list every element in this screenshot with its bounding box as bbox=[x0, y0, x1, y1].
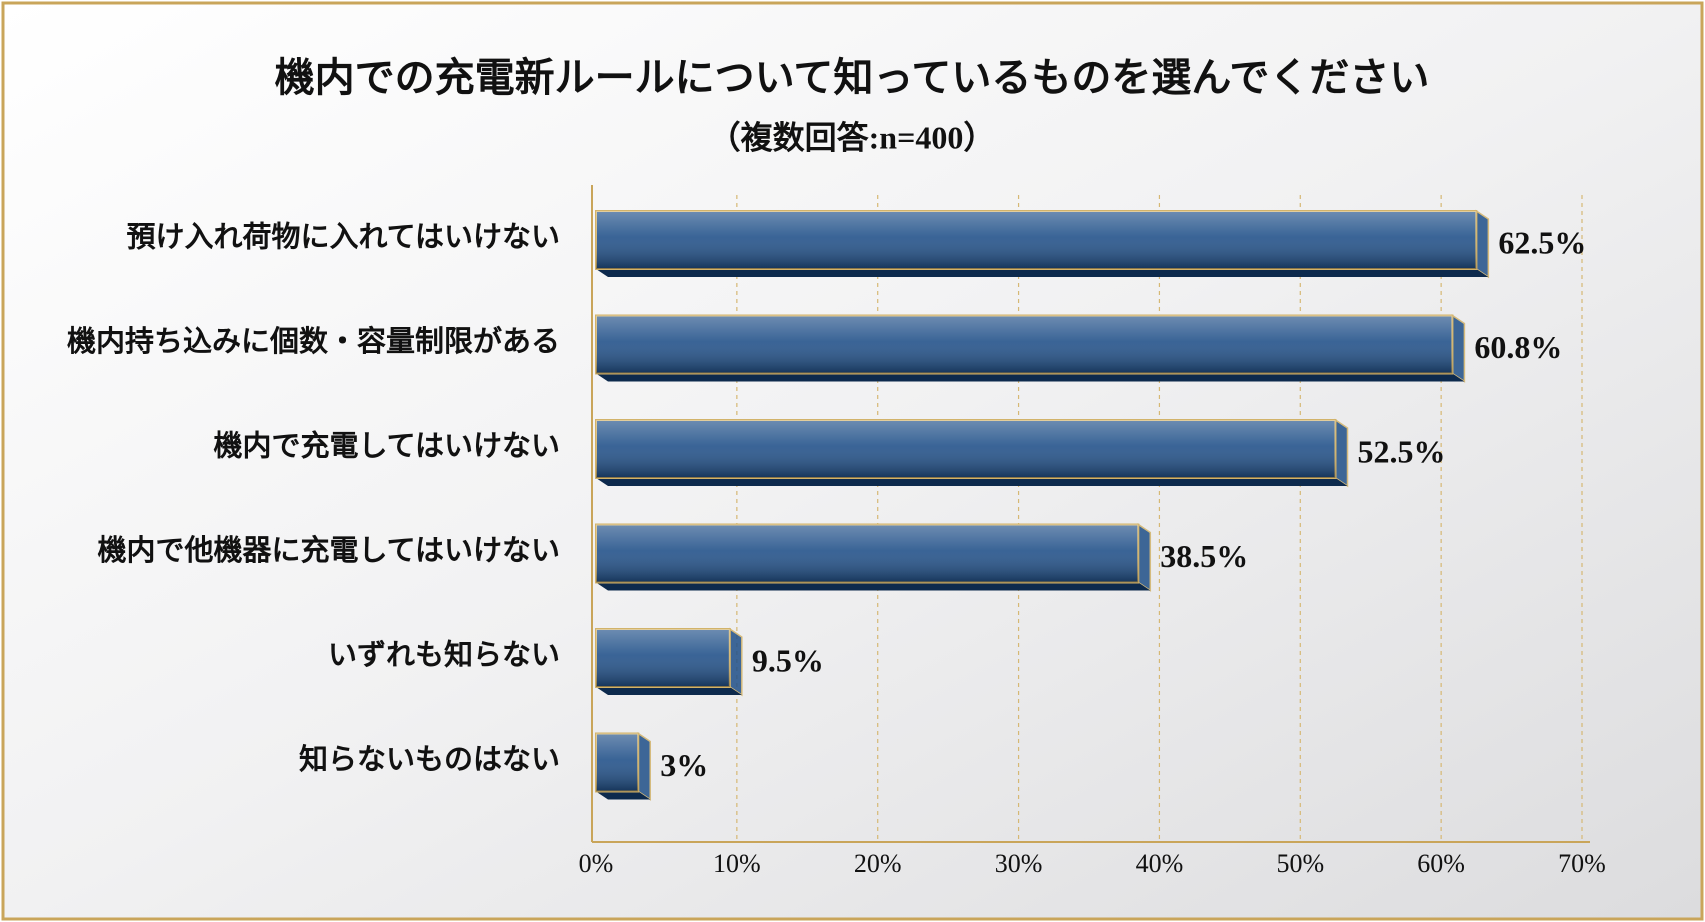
value-label: 38.5% bbox=[1160, 538, 1248, 574]
bar-depth bbox=[729, 627, 743, 697]
bar-depth bbox=[1137, 523, 1152, 592]
bar-depth bbox=[1475, 209, 1490, 279]
bar-bottom bbox=[596, 582, 1151, 591]
bar-shine bbox=[596, 524, 1139, 583]
y-tick-label: 機内持ち込みに個数・容量制限がある bbox=[67, 324, 560, 358]
value-label: 52.5% bbox=[1358, 433, 1446, 469]
x-tick-label: 20% bbox=[854, 849, 902, 878]
bar-bottom bbox=[596, 791, 651, 800]
y-tick-label: 預け入れ荷物に入れてはいけない bbox=[126, 221, 560, 254]
bar-depth bbox=[637, 732, 652, 801]
y-tick-label: 機内で他機器に充電してはいけない bbox=[97, 534, 560, 567]
y-tick-label: 知らないものはない bbox=[299, 742, 560, 776]
x-tick-label: 60% bbox=[1417, 849, 1465, 878]
bar-shine bbox=[596, 629, 730, 687]
bar-shine bbox=[596, 420, 1336, 478]
value-label: 62.5% bbox=[1498, 224, 1586, 260]
bar-bottom bbox=[596, 373, 1465, 382]
bar-shine bbox=[596, 315, 1453, 374]
value-label: 60.8% bbox=[1474, 329, 1562, 365]
y-tick-label: いずれも知らない bbox=[328, 638, 560, 672]
x-tick-label: 70% bbox=[1558, 849, 1606, 878]
bar-shine bbox=[596, 733, 639, 792]
chart-title: 機内での充電新ルールについて知っているものを選んでください bbox=[275, 55, 1430, 100]
bar-bottom bbox=[596, 687, 742, 695]
y-tick-label: 機内で充電してはいけない bbox=[213, 430, 560, 463]
x-tick-label: 40% bbox=[1136, 849, 1184, 878]
bar-shine bbox=[596, 211, 1477, 269]
x-tick-label: 50% bbox=[1276, 849, 1324, 878]
bar-bottom bbox=[596, 478, 1348, 486]
bar-depth bbox=[1451, 314, 1466, 383]
x-tick-label: 30% bbox=[995, 849, 1043, 878]
bar-depth bbox=[1334, 418, 1349, 488]
value-label: 3% bbox=[660, 747, 708, 783]
chart-subtitle: （複数回答:n=400） bbox=[709, 119, 996, 155]
value-label: 9.5% bbox=[752, 642, 824, 678]
bar-bottom bbox=[596, 269, 1489, 277]
x-tick-label: 0% bbox=[579, 849, 614, 878]
x-tick-label: 10% bbox=[713, 849, 761, 878]
